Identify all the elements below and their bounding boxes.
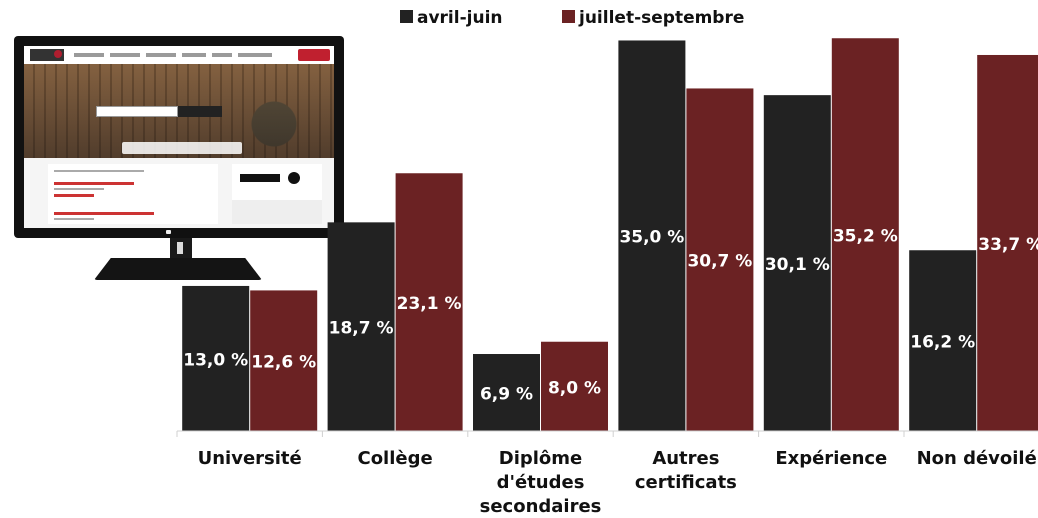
x-axis-categories: Université Collège Diplôme d'études secondai…	[198, 448, 1037, 517]
computer-monitor-icon	[14, 36, 344, 282]
screen-search-button	[178, 106, 222, 117]
legend-swatch-juillet-septembre	[562, 10, 575, 23]
value-label: 35,2 %	[833, 227, 898, 247]
legend-label-juillet-septembre: juillet-septembre	[578, 8, 744, 28]
bar-avril-juin-universite	[182, 285, 250, 431]
category-label: Diplôme	[499, 448, 583, 469]
screen-title-bar	[122, 142, 242, 154]
trillium-icon	[288, 172, 300, 184]
bar-juillet-septembre-autres-certificats	[686, 88, 754, 431]
value-label: 23,1 %	[397, 294, 462, 314]
power-led-icon	[166, 230, 171, 234]
screen-sidebar	[232, 164, 322, 224]
bar-avril-juin-non-devoile	[909, 250, 977, 431]
category-label: Collège	[357, 448, 432, 469]
bar-value-labels: 13,0 % 12,6 % 18,7 %23,1 % 6,9 % 8,0 % 35,0 %…	[183, 227, 1038, 405]
bar-juillet-septembre-college	[395, 173, 463, 431]
x-axis-ticks	[176, 431, 905, 437]
bar-juillet-septembre-diplome-d-etudes-secondaires	[541, 341, 608, 431]
bar-avril-juin-diplome-d-etudes-secondaires	[473, 354, 540, 431]
value-label: 33,7 %	[978, 235, 1038, 255]
monitor-bezel	[14, 36, 344, 238]
value-label: 6,9 %	[480, 385, 533, 405]
bars-layer	[182, 38, 1038, 432]
monitor-stand	[94, 258, 262, 280]
legend-label-avril-juin: avril-juin	[417, 8, 503, 28]
screen-job-list	[48, 164, 218, 224]
screen-ontario-logo	[240, 174, 280, 182]
bar-juillet-septembre-non-devoile	[977, 54, 1038, 432]
value-label: 12,6 %	[251, 353, 316, 373]
legend-swatch-avril-juin	[400, 10, 413, 23]
value-label: 13,0 %	[183, 350, 248, 370]
category-label: Non dévoilé	[917, 448, 1037, 469]
value-label: 16,2 %	[910, 333, 975, 353]
screen-hero-image	[24, 64, 334, 158]
bar-avril-juin-experience	[763, 95, 831, 431]
value-label: 30,7 %	[687, 252, 752, 272]
category-label: Expérience	[775, 448, 887, 469]
value-label: 8,0 %	[548, 378, 601, 398]
value-label: 35,0 %	[619, 228, 684, 248]
bar-avril-juin-autres-certificats	[618, 40, 686, 431]
screen-search-box	[96, 106, 178, 117]
screen-navbar	[24, 46, 334, 65]
category-label: Université	[198, 448, 302, 469]
bar-avril-juin-college	[327, 222, 395, 431]
category-label: secondaires	[480, 496, 602, 517]
category-label: Autres	[652, 448, 719, 469]
value-label: 30,1 %	[765, 255, 830, 275]
monitor-screen	[24, 46, 334, 228]
screen-body	[24, 158, 334, 228]
legend: avril-juin juillet-septembre	[400, 8, 744, 28]
bar-juillet-septembre-universite	[250, 290, 318, 431]
value-label: 18,7 %	[329, 319, 394, 339]
category-label: certificats	[635, 472, 737, 493]
screen-red-button	[298, 49, 330, 61]
category-label: d'études	[497, 472, 585, 493]
bar-juillet-septembre-experience	[831, 38, 899, 432]
monitor-neck-mark	[177, 242, 183, 254]
screen-login-box	[232, 200, 322, 224]
screen-logo	[30, 49, 64, 61]
